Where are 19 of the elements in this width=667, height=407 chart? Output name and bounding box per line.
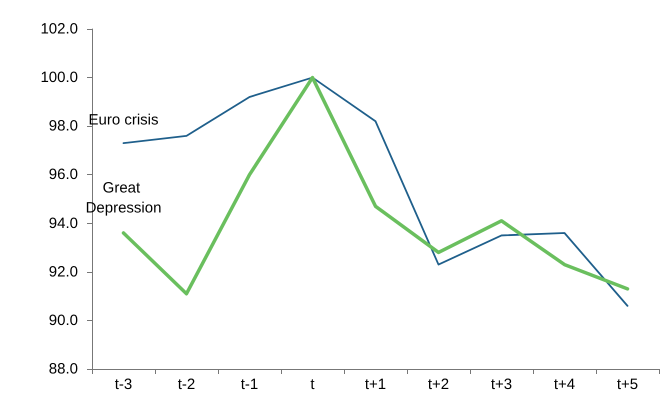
x-tick-label: t: [310, 376, 316, 393]
y-tick-label: 90.0: [48, 312, 78, 329]
y-tick-label: 100.0: [40, 69, 78, 86]
y-tick-label: 92.0: [48, 263, 78, 280]
series-label: Euro crisis: [88, 112, 159, 129]
x-tick-label: t+4: [554, 376, 576, 393]
y-tick-label: 96.0: [48, 166, 78, 184]
y-tick-label: 94.0: [48, 214, 78, 232]
x-tick-label: t-2: [178, 376, 196, 393]
text: Great Depression: [86, 180, 162, 216]
x-tick-label: t-1: [240, 376, 258, 393]
y-tick-label: 102.0: [40, 20, 78, 38]
x-tick-label: t+2: [428, 376, 450, 393]
x-tick-label: t+1: [364, 376, 386, 393]
y-tick-label: 98.0: [48, 118, 78, 135]
x-tick-label: t+3: [490, 376, 512, 393]
x-tick-label: t-3: [114, 376, 132, 393]
y-tick-label: 88.0: [48, 360, 78, 378]
x-tick-label: t+5: [616, 376, 638, 393]
